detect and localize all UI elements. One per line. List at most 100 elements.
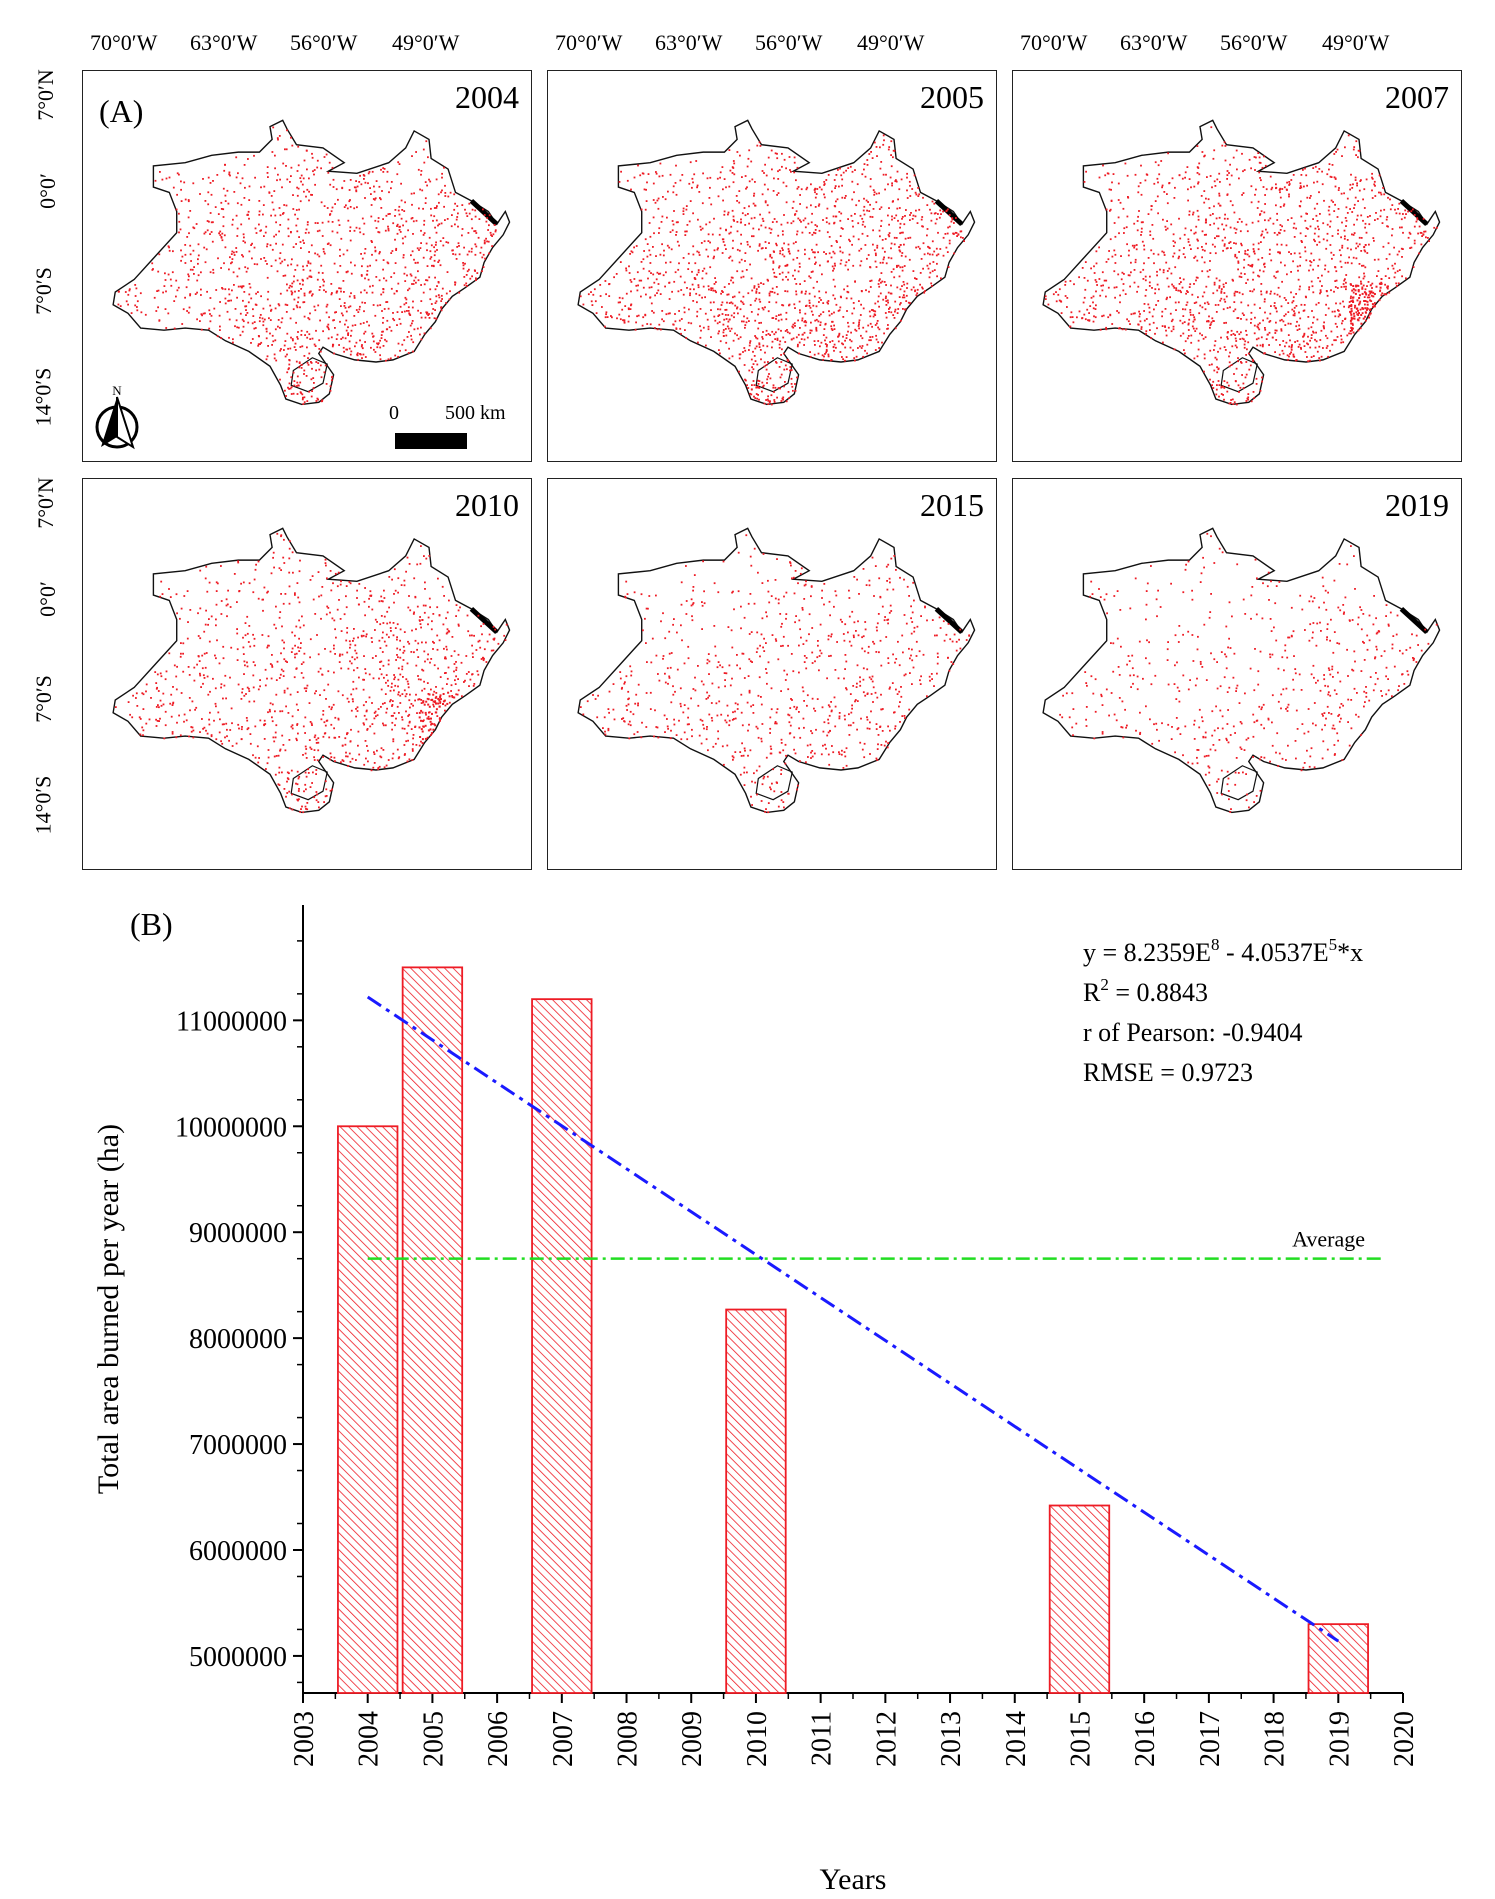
burned-pixel: [389, 357, 392, 360]
burned-pixel: [1299, 285, 1301, 288]
burned-pixel: [881, 341, 883, 344]
burned-pixel: [335, 311, 337, 313]
burned-pixel: [1219, 181, 1221, 183]
burned-pixel: [156, 290, 158, 292]
burned-pixel: [1174, 301, 1177, 304]
burned-pixel: [687, 268, 690, 270]
burned-pixel: [1247, 304, 1250, 307]
burned-pixel: [379, 197, 381, 199]
burned-pixel: [746, 243, 749, 246]
burned-pixel: [867, 254, 870, 256]
burned-pixel: [445, 302, 447, 304]
burned-pixel: [485, 237, 487, 240]
burned-pixel: [404, 266, 407, 269]
burned-pixel: [904, 308, 907, 311]
burned-pixel: [1336, 336, 1339, 338]
burned-pixel: [1201, 295, 1204, 298]
burned-pixel: [1129, 285, 1131, 288]
burned-pixel: [438, 201, 440, 204]
burned-pixel: [1374, 195, 1377, 197]
burned-pixel: [1128, 249, 1130, 252]
burned-pixel: [427, 314, 430, 316]
burned-pixel: [684, 329, 686, 331]
burned-pixel: [262, 204, 265, 206]
burned-pixel: [675, 221, 678, 224]
burned-pixel: [608, 283, 610, 286]
burned-pixel: [1252, 278, 1254, 281]
burned-pixel: [216, 174, 219, 176]
burned-pixel: [893, 243, 896, 246]
burned-pixel: [636, 289, 639, 292]
burned-pixel: [245, 305, 248, 308]
burned-pixel: [382, 167, 385, 169]
burned-pixel: [1318, 241, 1321, 244]
burned-pixel: [202, 178, 204, 180]
burned-pixel: [289, 181, 291, 183]
burned-pixel: [1341, 322, 1343, 325]
burned-pixel: [723, 178, 726, 180]
burned-pixel: [151, 269, 154, 271]
burned-pixel: [1184, 171, 1187, 174]
burned-pixel: [934, 222, 937, 225]
burned-pixel: [449, 290, 451, 293]
burned-pixel: [327, 337, 330, 340]
burned-pixel: [797, 343, 799, 346]
burned-pixel: [911, 188, 914, 190]
burned-pixel: [345, 755, 347, 758]
burned-pixel: [750, 311, 753, 313]
burned-pixel: [279, 224, 282, 226]
burned-pixel: [682, 293, 685, 296]
burned-pixel: [716, 248, 719, 251]
burned-pixel: [1265, 338, 1268, 340]
burned-pixel: [1412, 266, 1415, 268]
burned-pixel: [127, 701, 130, 703]
burned-pixel: [254, 568, 257, 571]
burned-pixel: [335, 188, 338, 191]
burned-pixel: [1052, 293, 1055, 296]
burned-pixel: [209, 320, 212, 323]
burned-pixel: [752, 350, 754, 353]
burned-pixel: [1355, 311, 1358, 314]
burned-pixel: [302, 624, 305, 627]
burned-pixel: [253, 321, 256, 323]
burned-pixel: [219, 718, 221, 721]
burned-pixel: [903, 283, 906, 286]
burned-pixel: [274, 214, 277, 217]
burned-pixel: [1318, 357, 1321, 359]
burned-pixel: [239, 285, 242, 288]
burned-pixel: [1278, 232, 1281, 235]
burned-pixel: [1140, 227, 1143, 230]
burned-pixel: [326, 207, 329, 209]
burned-pixel: [1391, 234, 1393, 237]
burned-pixel: [1341, 246, 1344, 249]
burned-pixel: [721, 301, 724, 304]
burned-pixel: [832, 215, 835, 218]
burned-pixel: [1292, 300, 1295, 302]
burned-pixel: [297, 290, 300, 292]
burned-pixel: [695, 160, 698, 162]
burned-pixel: [831, 265, 834, 268]
burned-pixel: [1137, 323, 1140, 326]
burned-pixel: [1110, 199, 1113, 202]
burned-pixel: [1204, 221, 1207, 224]
burned-pixel: [1298, 343, 1301, 346]
burned-pixel: [1293, 355, 1296, 358]
burned-pixel: [883, 332, 885, 335]
burned-pixel: [1190, 341, 1193, 344]
lat-label: 0°0′: [34, 581, 60, 617]
burned-pixel: [901, 216, 904, 218]
burned-pixel: [1228, 361, 1231, 364]
burned-pixel: [375, 227, 378, 229]
burned-pixel: [399, 322, 402, 325]
burned-pixel: [1207, 275, 1210, 278]
burned-pixel: [1201, 248, 1204, 251]
burned-pixel: [374, 314, 377, 317]
burned-pixel: [260, 186, 262, 189]
burned-pixel: [439, 264, 442, 267]
burned-pixel: [864, 244, 867, 246]
burned-pixel: [1310, 280, 1313, 283]
burned-pixel: [638, 279, 641, 282]
burned-pixel: [1356, 184, 1358, 187]
burned-pixel: [717, 332, 720, 335]
burned-pixel: [1274, 332, 1277, 334]
